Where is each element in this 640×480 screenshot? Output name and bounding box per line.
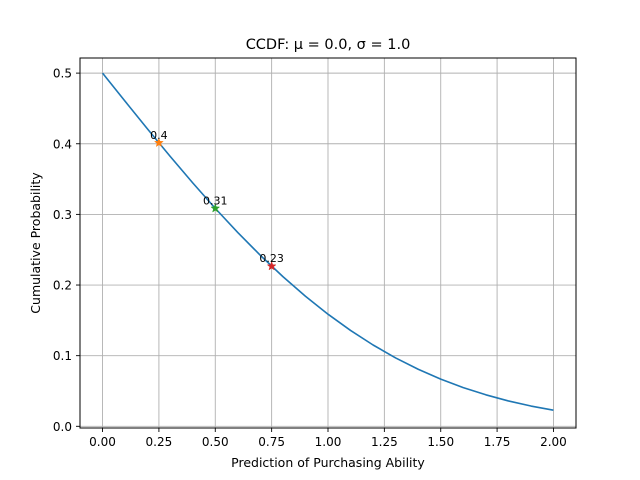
grid: [80, 58, 576, 428]
x-tick-label: 2.00: [540, 435, 567, 449]
y-tick-label: 0.0: [53, 420, 72, 434]
x-tick-label: 0.25: [146, 435, 173, 449]
series-layer: [101, 72, 554, 411]
x-tick-label: 1.50: [427, 435, 454, 449]
x-tick-label: 1.75: [484, 435, 511, 449]
chart-title: CCDF: μ = 0.0, σ = 1.0: [246, 37, 411, 53]
x-tick-label: 1.25: [371, 435, 398, 449]
axis-ticks: 0.00 0.25 0.50 0.75 1.00 1.25 1.50 1.75 2.00 0.0 0…: [53, 67, 567, 449]
ccdf-curve: [101, 72, 554, 411]
highlight-marker: [210, 203, 221, 213]
y-tick-label: 0.2: [53, 279, 72, 293]
x-tick-label: 0.50: [202, 435, 229, 449]
y-tick-label: 0.3: [53, 208, 72, 222]
highlight-marker: [266, 261, 277, 271]
x-tick-label: 0.00: [89, 435, 116, 449]
y-tick-label: 0.5: [53, 67, 72, 81]
y-axis-label: Cumulative Probability: [28, 172, 43, 314]
highlighted-points: 0.4 0.31 0.23: [150, 129, 284, 271]
point-value-label: 0.23: [259, 252, 284, 265]
x-axis-label: Prediction of Purchasing Ability: [231, 455, 425, 470]
point-value-label: 0.4: [150, 129, 168, 142]
x-tick-label: 1.00: [315, 435, 342, 449]
y-tick-label: 0.1: [53, 349, 72, 363]
highlight-marker: [153, 137, 164, 148]
y-tick-label: 0.4: [53, 137, 72, 151]
x-tick-label: 0.75: [258, 435, 285, 449]
point-value-label: 0.31: [203, 194, 228, 207]
